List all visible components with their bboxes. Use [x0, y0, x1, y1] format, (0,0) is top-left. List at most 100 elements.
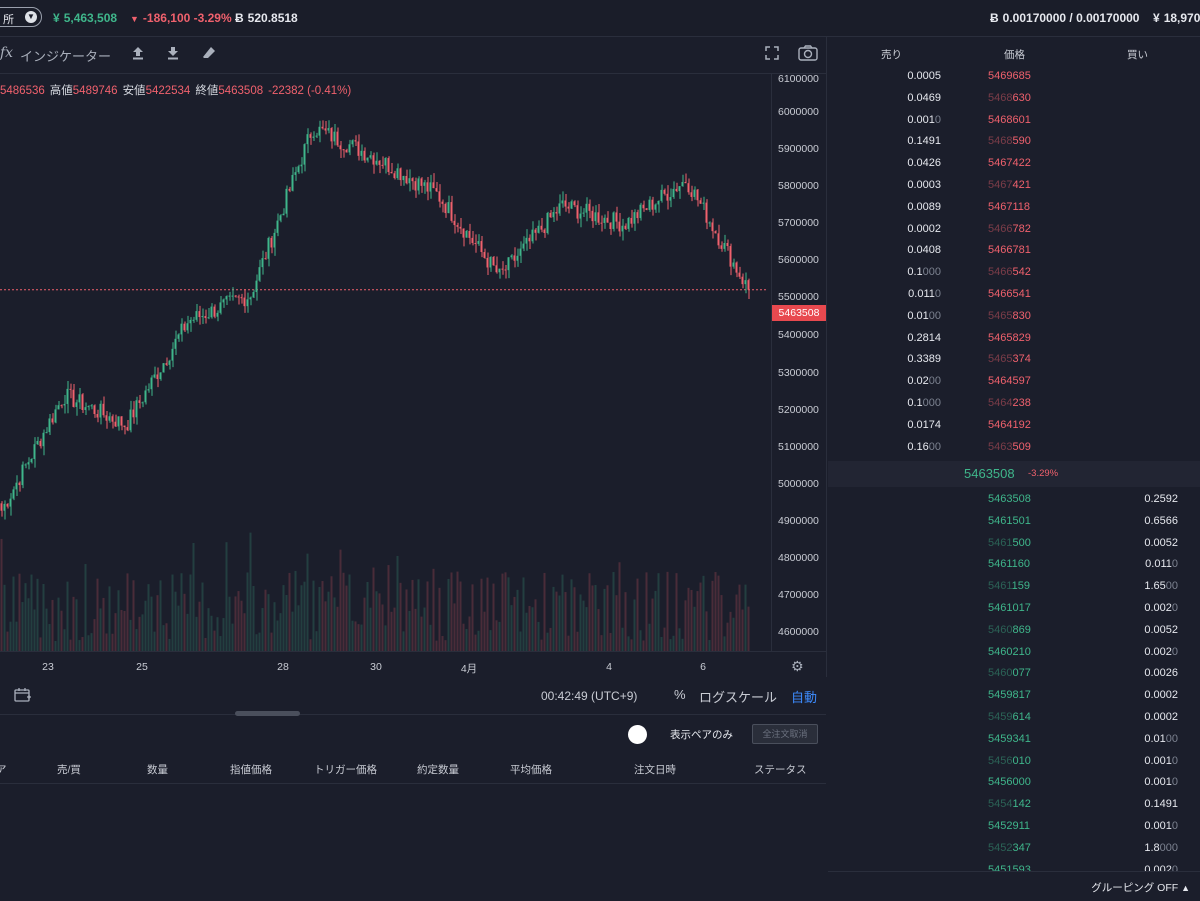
grouping-toggle[interactable]: グルーピング OFF ▲	[1091, 880, 1190, 895]
bid-row[interactable]: 5454142 0.1491	[828, 795, 1200, 816]
column-header[interactable]: 売/買	[57, 764, 81, 776]
candle-body	[570, 201, 573, 209]
auto-scale-button[interactable]: 自動	[791, 690, 818, 705]
column-header[interactable]: トリガー価格	[314, 764, 377, 776]
ask-row[interactable]: 0.0408 5466781	[828, 241, 1200, 262]
ask-row[interactable]: 0.0003 5467421	[828, 176, 1200, 197]
ask-price: 5464597	[988, 375, 1031, 388]
bid-row[interactable]: 5459341 0.0100	[828, 730, 1200, 751]
volume-bar	[636, 578, 639, 651]
ask-row[interactable]: 0.3389 5465374	[828, 350, 1200, 371]
volume-bar	[258, 632, 261, 651]
ask-row[interactable]: 0.0469 5468630	[828, 89, 1200, 110]
ask-row[interactable]: 0.0010 5468601	[828, 111, 1200, 132]
ask-amount: 0.0005	[907, 70, 941, 82]
bid-row[interactable]: 5460210 0.0020	[828, 643, 1200, 664]
volume-bar	[369, 607, 372, 651]
ask-row[interactable]: 0.1000 5464238	[828, 394, 1200, 415]
column-header[interactable]: 数量	[147, 764, 168, 776]
column-header[interactable]: ア	[0, 764, 7, 776]
volume-bar	[672, 635, 675, 651]
candle-body	[297, 166, 300, 173]
volume-bar	[654, 590, 657, 651]
pair-filter-toggle[interactable]	[628, 725, 647, 744]
column-header[interactable]: ステータス	[754, 764, 807, 776]
ask-row[interactable]: 0.1600 5463509	[828, 438, 1200, 459]
volume-bar	[81, 637, 84, 651]
bid-row[interactable]: 5460077 0.0026	[828, 664, 1200, 685]
candlestick-chart[interactable]	[0, 73, 771, 651]
fullscreen-icon[interactable]	[764, 45, 780, 64]
log-scale-button[interactable]: ログスケール	[699, 690, 778, 705]
candle-body	[345, 149, 348, 153]
ask-row[interactable]: 0.0100 5465830	[828, 307, 1200, 328]
candle-body	[426, 182, 429, 192]
candle-body	[609, 222, 612, 229]
volume-bar	[96, 578, 99, 651]
cancel-all-button[interactable]: 全注文取消	[752, 724, 818, 744]
volume-bar	[60, 610, 63, 651]
ask-row[interactable]: 0.1491 5468590	[828, 132, 1200, 153]
price-tick: 5000000	[778, 478, 819, 490]
price-tick: 4600000	[778, 626, 819, 638]
candle-body	[108, 416, 111, 421]
bid-row[interactable]: 5461160 0.0110	[828, 555, 1200, 576]
volume-bar	[732, 617, 735, 651]
ask-row[interactable]: 0.0200 5464597	[828, 372, 1200, 393]
candle-body	[669, 197, 672, 201]
bid-row[interactable]: 5461159 1.6500	[828, 577, 1200, 598]
time-axis[interactable]: 23 25 28 30 4月 4 6 ⚙	[0, 651, 826, 678]
bid-price: 5452911	[988, 820, 1031, 832]
ask-row[interactable]: 0.2814 5465829	[828, 329, 1200, 350]
ask-row[interactable]: 0.0002 5466782	[828, 220, 1200, 241]
upload-icon[interactable]	[130, 45, 146, 64]
calendar-icon[interactable]	[14, 687, 32, 706]
candle-body	[78, 394, 81, 403]
volume-bar	[429, 624, 432, 651]
volume-bar	[681, 638, 684, 651]
ask-row[interactable]: 0.0426 5467422	[828, 154, 1200, 175]
ask-row[interactable]: 0.1000 5466542	[828, 263, 1200, 284]
bid-row[interactable]: 5452911 0.0010	[828, 817, 1200, 838]
volume-bar	[165, 623, 168, 651]
ask-row[interactable]: 0.0005 5469685	[828, 67, 1200, 88]
bid-row[interactable]: 5461017 0.0020	[828, 599, 1200, 620]
download-icon[interactable]	[165, 45, 181, 64]
eraser-icon[interactable]	[201, 45, 217, 64]
panel-resize-handle[interactable]	[235, 711, 300, 716]
camera-icon[interactable]	[798, 45, 818, 64]
ask-price: 5468630	[988, 91, 1031, 104]
bid-row[interactable]: 5459817 0.0002	[828, 686, 1200, 707]
bid-row[interactable]: 5461501 0.6566	[828, 512, 1200, 533]
volume-bar	[351, 620, 354, 651]
ask-row[interactable]: 0.0174 5464192	[828, 416, 1200, 437]
bid-row[interactable]: 5456010 0.0010	[828, 752, 1200, 773]
volume-bar	[627, 636, 630, 651]
gear-icon[interactable]: ⚙	[791, 658, 804, 674]
bid-row[interactable]: 5456000 0.0010	[828, 773, 1200, 794]
price-axis[interactable]: 6100000 6000000 5900000 5800000 5700000 …	[771, 73, 827, 651]
candle-body	[387, 158, 390, 172]
volume-bar	[216, 617, 219, 651]
column-header[interactable]: 約定数量	[417, 764, 459, 776]
bid-row[interactable]: 5459614 0.0002	[828, 708, 1200, 729]
exchange-selector[interactable]: 所 ▼	[0, 7, 42, 27]
bid-row[interactable]: 5452347 1.8000	[828, 839, 1200, 860]
volume-bar	[306, 553, 309, 651]
bid-row[interactable]: 5460869 0.0052	[828, 621, 1200, 642]
ask-row[interactable]: 0.0110 5466541	[828, 285, 1200, 306]
fx-icon[interactable]: fx	[0, 45, 14, 61]
ask-row[interactable]: 0.0089 5467118	[828, 198, 1200, 219]
column-header[interactable]: 指値価格	[230, 764, 272, 776]
volume-bar	[207, 608, 210, 651]
current-price-tag: 5463508	[772, 305, 826, 321]
bid-row[interactable]: 5463508 0.2592	[828, 490, 1200, 511]
column-header[interactable]: 注文日時	[634, 764, 676, 776]
bid-row[interactable]: 5461500 0.0052	[828, 534, 1200, 555]
order-book-footer: グルーピング OFF ▲	[828, 871, 1200, 901]
indicators-button[interactable]: インジケーター	[20, 49, 112, 64]
volume-bar	[84, 564, 87, 651]
column-header[interactable]: 平均価格	[510, 764, 552, 776]
candle-body	[744, 280, 747, 285]
percent-scale-button[interactable]: %	[674, 687, 686, 702]
